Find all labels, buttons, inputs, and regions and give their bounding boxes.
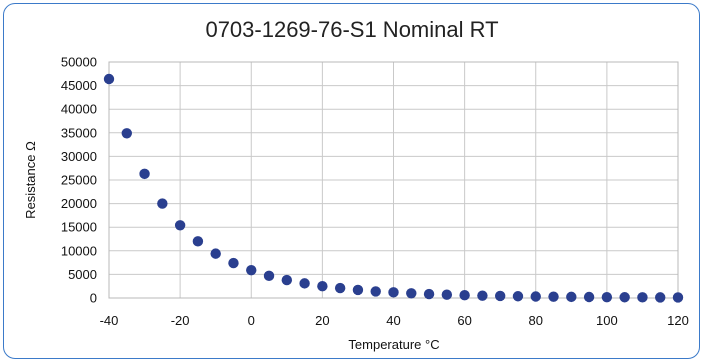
data-points xyxy=(103,73,684,303)
data-point xyxy=(619,292,630,303)
data-point xyxy=(423,288,435,300)
y-axis-ticks: 0 5000 10000 15000 20000 25000 30000 35000 40000… xyxy=(61,55,97,306)
plot-area xyxy=(108,61,679,299)
y-tick-label: 10000 xyxy=(61,243,97,258)
data-point xyxy=(637,292,648,303)
data-point xyxy=(441,289,453,300)
data-point xyxy=(530,291,541,302)
x-tick-label: 0 xyxy=(248,313,255,328)
y-tick-label: 15000 xyxy=(61,220,97,235)
data-point xyxy=(174,220,186,231)
y-tick-label: 50000 xyxy=(61,55,97,70)
data-point xyxy=(121,128,132,139)
data-point xyxy=(103,73,115,85)
y-tick-label: 35000 xyxy=(61,125,97,140)
data-point xyxy=(388,287,399,298)
x-tick-label: 100 xyxy=(596,313,618,328)
data-point xyxy=(139,168,150,180)
data-point xyxy=(334,282,346,294)
data-point xyxy=(281,274,293,286)
y-tick-label: 0 xyxy=(90,291,97,306)
data-point xyxy=(672,292,684,303)
data-point xyxy=(459,290,470,301)
x-tick-label: 20 xyxy=(315,313,329,328)
data-point xyxy=(655,292,666,303)
y-tick-label: 40000 xyxy=(61,102,97,117)
data-point xyxy=(548,291,559,302)
data-point xyxy=(512,291,524,302)
data-point xyxy=(192,236,204,247)
chart-title: 0703-1269-76-S1 Nominal RT xyxy=(205,17,498,42)
data-point xyxy=(352,284,364,296)
x-tick-label: -20 xyxy=(171,313,190,328)
y-axis-label: Resistance Ω xyxy=(23,141,38,219)
x-axis-label: Temperature °C xyxy=(348,337,439,352)
y-tick-label: 25000 xyxy=(61,173,97,188)
data-point xyxy=(601,291,613,303)
x-tick-label: 80 xyxy=(529,313,543,328)
y-tick-label: 5000 xyxy=(68,267,97,282)
data-point xyxy=(246,264,257,276)
data-point xyxy=(406,288,417,299)
x-tick-label: 40 xyxy=(386,313,400,328)
data-point xyxy=(583,291,595,303)
data-point xyxy=(210,248,221,259)
data-point xyxy=(566,291,577,303)
x-tick-label: -40 xyxy=(100,313,119,328)
x-axis-ticks: -40 -20 0 20 40 60 80 100 120 xyxy=(100,313,689,328)
data-point xyxy=(370,286,381,297)
data-point xyxy=(494,290,506,302)
data-point xyxy=(157,198,168,209)
y-tick-label: 20000 xyxy=(61,196,97,211)
y-tick-label: 45000 xyxy=(61,78,97,93)
data-point xyxy=(263,270,275,282)
data-point xyxy=(317,281,328,292)
data-point xyxy=(477,290,488,301)
data-point xyxy=(228,257,239,269)
x-tick-label: 60 xyxy=(457,313,471,328)
x-tick-label: 120 xyxy=(667,313,689,328)
grid xyxy=(108,61,679,299)
data-point xyxy=(299,278,310,289)
y-tick-label: 30000 xyxy=(61,149,97,164)
